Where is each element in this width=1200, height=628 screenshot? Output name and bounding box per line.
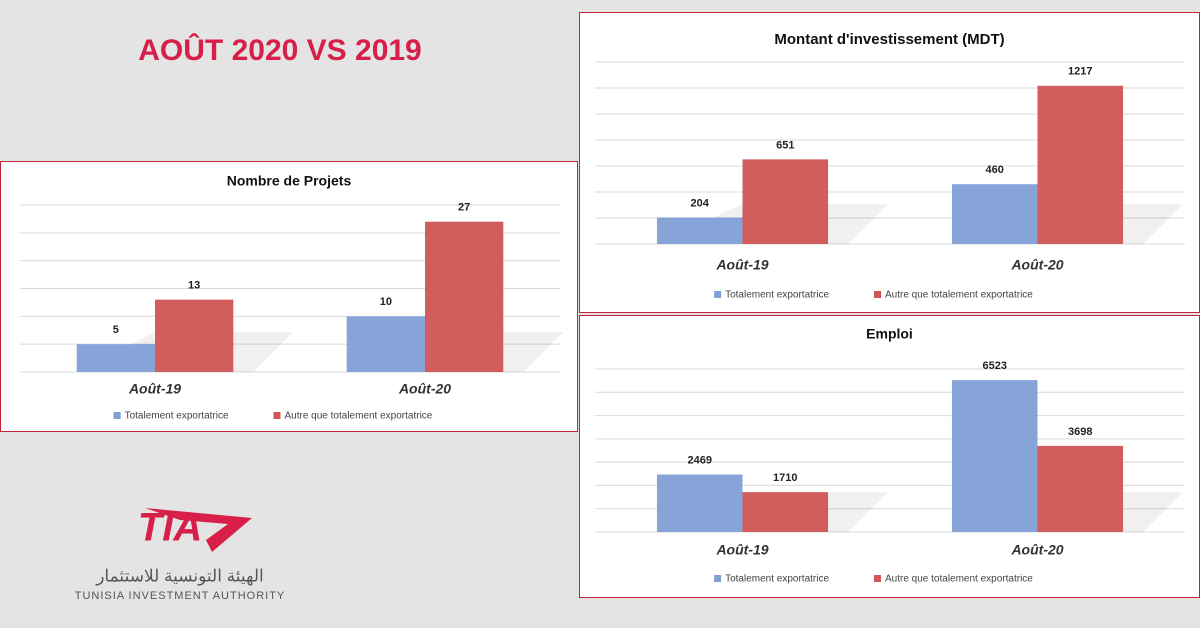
legend-swatch — [874, 575, 881, 582]
x-tick-label: Août-19 — [715, 257, 768, 273]
value-label: 1710 — [773, 472, 797, 484]
chart-title: Montant d'investissement (MDT) — [774, 31, 1004, 48]
value-label: 3698 — [1068, 426, 1092, 438]
x-tick-label: Août-19 — [128, 381, 181, 397]
logo-swoosh — [145, 508, 252, 552]
bar — [656, 474, 743, 532]
logo-arabic: الهيئة التونسية للاستثمار — [95, 566, 264, 586]
bar — [951, 380, 1038, 532]
bar — [742, 159, 829, 244]
value-label: 204 — [691, 197, 710, 209]
bar — [1037, 445, 1124, 532]
x-tick-label: Août-19 — [715, 542, 768, 558]
value-label: 651 — [776, 139, 794, 151]
logo-name: TUNISIA INVESTMENT AUTHORITY — [75, 590, 286, 602]
legend-label: Totalement exportatrice — [725, 574, 829, 585]
legend-swatch — [714, 575, 722, 582]
bar — [425, 221, 504, 372]
bar — [656, 217, 743, 244]
bar — [76, 344, 155, 372]
chart-title: Nombre de Projets — [227, 173, 352, 189]
legend-label: Totalement exportatrice — [125, 411, 229, 422]
chart-title: Emploi — [866, 326, 913, 342]
page-title: AOÛT 2020 VS 2019 — [138, 33, 422, 67]
bar — [1037, 85, 1124, 244]
chart: Nombre de Projets Août-19 5 13 Août-20 10 27 To… — [0, 161, 578, 432]
value-label: 460 — [986, 164, 1004, 176]
legend-swatch — [874, 291, 881, 298]
value-label: 13 — [188, 280, 200, 292]
bar — [742, 492, 829, 532]
chart: Montant d'investissement (MDT) Août-19 204… — [579, 12, 1200, 313]
legend-label: Totalement exportatrice — [725, 290, 829, 301]
bar — [951, 184, 1038, 244]
x-tick-label: Août-20 — [398, 381, 451, 397]
value-label: 1217 — [1068, 66, 1092, 78]
x-tick-label: Août-20 — [1010, 542, 1063, 558]
value-label: 2469 — [687, 454, 711, 466]
legend-label: Autre que totalement exportatrice — [285, 411, 433, 422]
chart: Emploi Août-19 2469 1710 Août-20 6523 3698 Tota… — [579, 315, 1200, 598]
legend-swatch — [113, 412, 121, 419]
value-label: 5 — [113, 324, 119, 336]
bar — [155, 299, 234, 372]
bar — [346, 316, 425, 372]
legend-label: Autre que totalement exportatrice — [885, 574, 1033, 585]
legend-swatch — [714, 291, 722, 298]
legend-swatch — [273, 412, 281, 419]
legend-label: Autre que totalement exportatrice — [885, 290, 1033, 301]
value-label: 10 — [380, 296, 392, 308]
x-tick-label: Août-20 — [1010, 257, 1063, 273]
value-label: 27 — [458, 202, 470, 214]
value-label: 6523 — [982, 360, 1006, 372]
logo: TIA الهيئة التونسية للاستثمار TUNISIA IN… — [75, 506, 286, 602]
logo-mark: TIA — [138, 506, 202, 550]
